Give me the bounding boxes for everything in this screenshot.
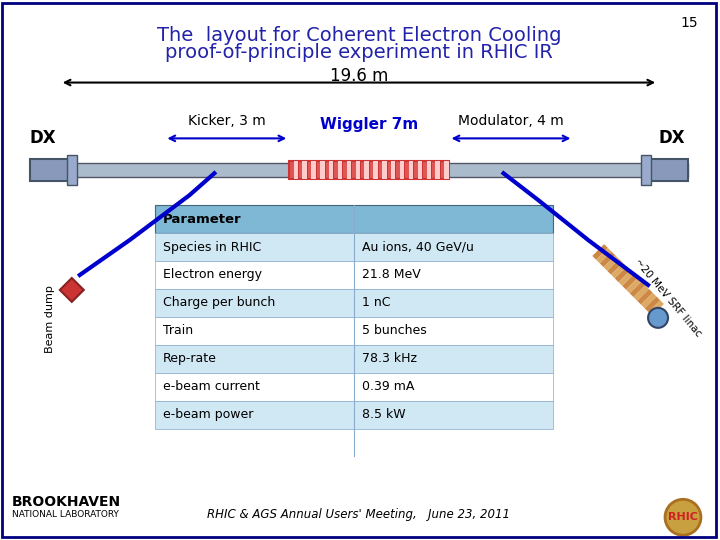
Bar	[329, 161, 333, 179]
Bar	[391, 161, 395, 179]
Bar	[155, 373, 554, 401]
Bar	[30, 159, 72, 181]
Text: The  layout for Coherent Electron Cooling: The layout for Coherent Electron Cooling	[157, 26, 561, 45]
Text: 15: 15	[680, 16, 698, 30]
Bar	[67, 156, 77, 185]
Bar	[155, 345, 554, 373]
Bar	[409, 161, 413, 179]
Bar	[155, 289, 554, 317]
Circle shape	[648, 308, 668, 328]
Text: e-beam power: e-beam power	[163, 408, 253, 421]
Bar	[400, 161, 405, 179]
Bar	[30, 163, 688, 177]
Bar	[356, 161, 360, 179]
Circle shape	[665, 500, 701, 535]
Text: Species in RHIC: Species in RHIC	[163, 240, 261, 254]
Bar	[302, 161, 307, 179]
Text: proof-of-principle experiment in RHIC IR: proof-of-principle experiment in RHIC IR	[165, 43, 553, 62]
Text: BROOKHAVEN: BROOKHAVEN	[12, 495, 121, 509]
Text: ~20 MeV SRF linac: ~20 MeV SRF linac	[632, 257, 703, 339]
Bar	[294, 161, 298, 179]
Text: 19.6 m: 19.6 m	[330, 66, 388, 85]
Text: RHIC & AGS Annual Users' Meeting,   June 23, 2011: RHIC & AGS Annual Users' Meeting, June 2…	[207, 508, 510, 521]
Text: 8.5 kW: 8.5 kW	[362, 408, 405, 421]
Text: DX: DX	[659, 130, 685, 147]
Text: 0.39 mA: 0.39 mA	[362, 380, 414, 393]
Bar	[155, 401, 554, 429]
Bar	[155, 317, 554, 345]
Text: Electron energy: Electron energy	[163, 268, 261, 281]
Text: Train: Train	[163, 325, 193, 338]
Text: 21.8 MeV: 21.8 MeV	[362, 268, 420, 281]
Text: Beam dump: Beam dump	[45, 285, 55, 353]
Text: Parameter: Parameter	[163, 213, 241, 226]
Bar	[311, 161, 316, 179]
Text: Modulator, 4 m: Modulator, 4 m	[458, 114, 564, 129]
Text: RHIC: RHIC	[668, 512, 698, 522]
Bar	[444, 161, 449, 179]
Bar	[289, 161, 449, 179]
Bar	[436, 161, 440, 179]
Bar	[155, 233, 554, 261]
Bar	[338, 161, 342, 179]
Text: 5 bunches: 5 bunches	[362, 325, 427, 338]
Text: 1 nC: 1 nC	[362, 296, 390, 309]
Text: 78.3 kHz: 78.3 kHz	[362, 352, 417, 365]
Text: e-beam current: e-beam current	[163, 380, 259, 393]
Bar	[155, 261, 554, 289]
Bar	[646, 159, 688, 181]
Text: Charge per bunch: Charge per bunch	[163, 296, 275, 309]
Bar	[155, 205, 554, 233]
Bar	[426, 161, 431, 179]
Bar	[418, 161, 422, 179]
Bar	[320, 161, 325, 179]
Text: Kicker, 3 m: Kicker, 3 m	[188, 114, 266, 129]
Bar	[374, 161, 378, 179]
Bar	[364, 161, 369, 179]
Bar	[641, 156, 651, 185]
Text: NATIONAL LABORATORY: NATIONAL LABORATORY	[12, 510, 119, 519]
Bar	[347, 161, 351, 179]
Text: Rep-rate: Rep-rate	[163, 352, 217, 365]
Text: Wiggler 7m: Wiggler 7m	[320, 117, 418, 132]
Bar	[382, 161, 387, 179]
Text: DX: DX	[30, 130, 56, 147]
Polygon shape	[60, 278, 84, 302]
Text: Au ions, 40 GeV/u: Au ions, 40 GeV/u	[362, 240, 474, 254]
